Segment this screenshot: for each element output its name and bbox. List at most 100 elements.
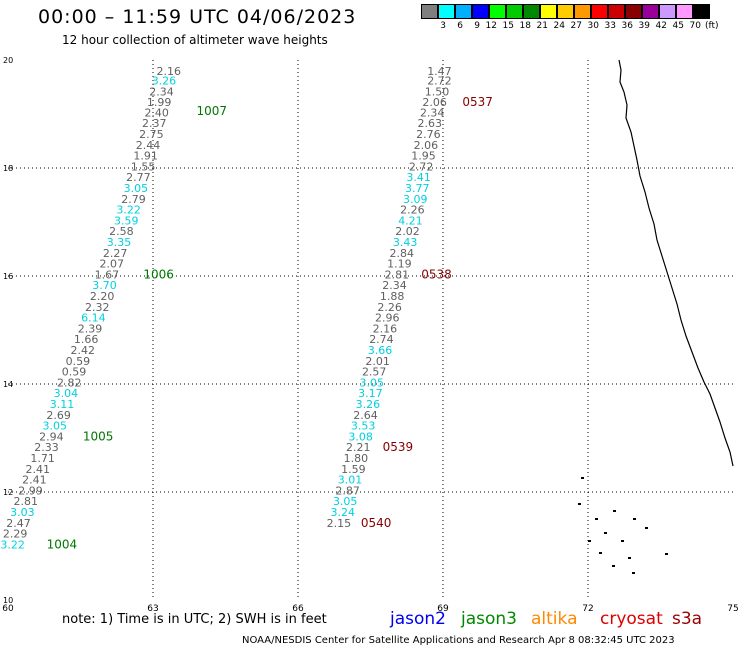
- legend-altika: altika: [531, 609, 578, 629]
- wave-height-label: 2.34: [420, 106, 445, 119]
- wave-height-label: 3.04: [54, 387, 79, 400]
- wave-height-label: 2.07: [100, 258, 125, 271]
- y-tick-label: 10: [3, 596, 13, 605]
- wave-height-label: 3.05: [42, 420, 67, 433]
- wave-height-label: 0.59: [62, 366, 87, 379]
- color-scale-label: 24: [553, 21, 565, 31]
- wave-height-label: 3.11: [50, 398, 75, 411]
- wave-height-label: 2.96: [375, 312, 400, 325]
- pass-time-label: 1006: [143, 267, 174, 281]
- color-swatch: [506, 4, 523, 19]
- color-swatch: [676, 4, 693, 19]
- wave-height-label: 3.22: [116, 204, 141, 217]
- color-scale-label: 15: [502, 21, 514, 31]
- wave-height-label: 3.26: [152, 75, 177, 88]
- wave-height-label: 2.26: [377, 301, 402, 314]
- wave-height-label: 2.21: [346, 441, 371, 454]
- color-swatch: [472, 4, 489, 19]
- color-scale-label: 39: [638, 21, 650, 31]
- wave-height-label: 2.33: [34, 441, 59, 454]
- island-mark: [633, 518, 636, 520]
- wave-height-label: 2.74: [369, 333, 394, 346]
- wave-height-label: 2.40: [144, 106, 169, 119]
- pass-time-label: 0537: [462, 95, 493, 109]
- wave-height-label: 1.91: [133, 150, 158, 163]
- color-swatch: [693, 4, 710, 19]
- legend-cryosat: cryosat: [600, 609, 663, 629]
- wave-height-label: 2.79: [121, 193, 146, 206]
- wave-height-label: 2.41: [22, 474, 47, 487]
- wave-height-label: 1.59: [341, 463, 366, 476]
- pass-time-label: 0538: [421, 267, 452, 281]
- wave-height-label: 2.37: [142, 117, 167, 130]
- color-swatch: [574, 4, 591, 19]
- wave-height-label: 2.34: [382, 279, 407, 292]
- color-swatch: [625, 4, 642, 19]
- wave-height-label: 3.53: [351, 420, 376, 433]
- wave-height-label: 3.66: [368, 344, 393, 357]
- coastline: [618, 59, 734, 467]
- wave-height-label: 2.64: [353, 409, 378, 422]
- wave-height-label: 4.21: [398, 214, 423, 227]
- wave-height-label: 2.99: [18, 484, 43, 497]
- wave-height-label: 1.71: [30, 452, 55, 465]
- wave-height-label: 1.99: [147, 96, 172, 109]
- wave-height-label: 3.22: [0, 538, 25, 551]
- wave-height-label: 2.42: [71, 344, 96, 357]
- wave-height-label: 2.34: [149, 85, 174, 98]
- wave-height-label: 2.81: [13, 495, 38, 508]
- y-tick-label: 16: [3, 272, 13, 281]
- island-mark: [645, 527, 648, 529]
- x-tick-label: 63: [147, 604, 158, 614]
- color-swatch: [540, 4, 557, 19]
- color-scale-label: 27: [570, 21, 582, 31]
- island-mark: [599, 552, 602, 554]
- island-mark: [613, 510, 616, 512]
- wave-height-label: 2.01: [365, 355, 390, 368]
- wave-height-label: 3.41: [406, 171, 431, 184]
- wave-height-label: 0.59: [66, 355, 91, 368]
- wave-height-label: 3.43: [393, 236, 418, 249]
- wave-height-label: 3.03: [10, 506, 35, 519]
- pass-time-label: 0539: [383, 440, 414, 454]
- island-mark: [588, 540, 591, 542]
- color-swatch: [489, 4, 506, 19]
- wave-height-label: 2.06: [414, 139, 439, 152]
- wave-height-label: 2.15: [327, 517, 352, 530]
- wave-height-label: 1.19: [387, 258, 412, 271]
- wave-height-label: 2.41: [26, 463, 51, 476]
- x-tick-label: 75: [727, 604, 738, 614]
- color-scale-label: 36: [621, 21, 633, 31]
- wave-height-label: 1.55: [131, 160, 156, 173]
- x-tick-label: 60: [2, 604, 14, 614]
- legend-s3a: s3a: [672, 609, 703, 629]
- x-tick-label: 66: [292, 604, 304, 614]
- color-scale-label: 33: [604, 21, 616, 31]
- wave-height-label: 1.47: [427, 65, 452, 78]
- wave-height-label: 2.39: [78, 322, 103, 335]
- color-swatch: [642, 4, 659, 19]
- wave-height-label: 3.70: [92, 279, 117, 292]
- wave-height-label: 3.24: [331, 506, 356, 519]
- pass-time-label: 0540: [361, 516, 392, 530]
- wave-height-label: 2.81: [385, 268, 410, 281]
- island-mark: [632, 572, 635, 574]
- wave-height-label: 3.05: [360, 376, 385, 389]
- color-scale-label: 45: [672, 21, 684, 31]
- wave-height-label: 2.02: [395, 225, 420, 238]
- color-scale-label: 12: [485, 21, 497, 31]
- color-swatch: [421, 4, 438, 19]
- wave-height-label: 6.14: [81, 312, 106, 325]
- island-mark: [581, 477, 584, 479]
- island-mark: [612, 565, 615, 567]
- wave-height-label: 2.75: [139, 128, 164, 141]
- color-scale-unit: (ft): [705, 21, 719, 31]
- color-swatch: [608, 4, 625, 19]
- wave-height-label: 1.95: [411, 150, 436, 163]
- wave-height-label: 2.29: [3, 528, 28, 541]
- color-swatch: [438, 4, 455, 19]
- legend-jason2: jason2: [390, 609, 446, 629]
- wave-height-label: 3.17: [358, 387, 383, 400]
- color-scale-label: 6: [457, 21, 463, 31]
- island-mark: [595, 518, 598, 520]
